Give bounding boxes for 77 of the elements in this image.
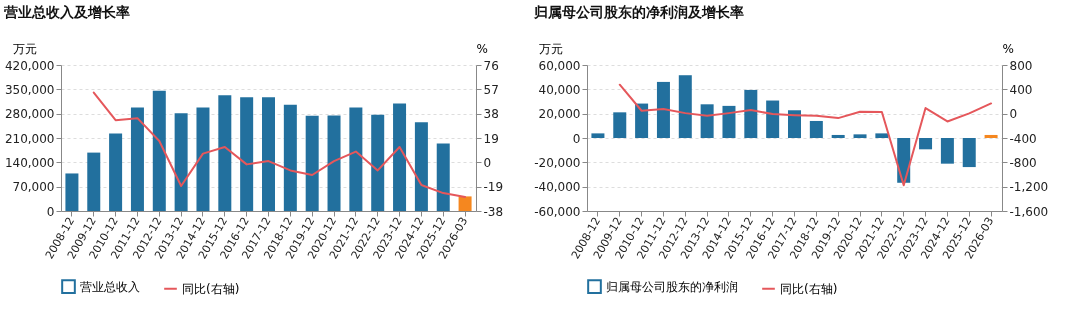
- y-tick-label: 20,000: [538, 107, 581, 122]
- bar: [788, 110, 801, 138]
- y-tick-label: 0: [46, 204, 55, 219]
- legend-label: 同比(右轴): [780, 281, 838, 296]
- bar: [656, 81, 670, 138]
- line-series: [618, 83, 993, 187]
- y-tick-label: 40,000: [538, 82, 581, 97]
- y-axis-title: 万元: [12, 41, 37, 56]
- bar: [831, 134, 845, 138]
- bar: [962, 138, 976, 168]
- y2-axis-title: %: [476, 41, 488, 56]
- y2-tick-label: 0: [1009, 107, 1018, 122]
- bar: [371, 114, 385, 211]
- chart-title: 归属母公司股东的净利润及增长率: [532, 4, 744, 20]
- bar: [613, 112, 627, 138]
- legend-label: 同比(右轴): [182, 281, 240, 296]
- y2-tick-label: 76: [483, 58, 499, 73]
- y-tick-label: 60,000: [538, 58, 581, 73]
- bar: [700, 104, 714, 138]
- y2-tick-label: -38: [483, 204, 504, 219]
- bar: [940, 138, 954, 164]
- bar: [853, 134, 867, 138]
- bar: [875, 133, 889, 138]
- y-tick-label: -20,000: [534, 155, 581, 170]
- chart-title: 营业总收入及增长率: [3, 4, 131, 20]
- y2-tick-label: 57: [483, 82, 499, 97]
- bar: [196, 107, 210, 211]
- y-tick-label: 350,000: [4, 82, 55, 97]
- bar: [327, 115, 341, 211]
- line-series: [92, 91, 467, 199]
- bar: [152, 90, 166, 211]
- bar: [919, 138, 933, 150]
- y-tick-label: -40,000: [534, 180, 581, 195]
- y2-tick-label: -19: [483, 180, 504, 195]
- bar: [635, 103, 649, 138]
- y2-tick-label: -800: [1009, 155, 1037, 170]
- bar: [240, 97, 254, 211]
- bar: [218, 95, 232, 211]
- y2-tick-label: -400: [1009, 131, 1037, 146]
- bar: [393, 103, 407, 211]
- y2-axis-title: %: [1002, 41, 1014, 56]
- y-tick-label: 420,000: [4, 58, 55, 73]
- bar: [414, 122, 428, 211]
- bar: [130, 107, 144, 211]
- bar: [458, 196, 472, 211]
- bar: [283, 104, 297, 211]
- bar: [305, 115, 319, 211]
- y2-tick-label: 400: [1009, 82, 1033, 97]
- y2-tick-label: 19: [483, 131, 499, 146]
- legend-label: 营业总收入: [80, 279, 140, 294]
- y-tick-label: 70,000: [12, 180, 55, 195]
- bar: [109, 133, 123, 211]
- bar: [65, 173, 79, 211]
- bar: [262, 97, 275, 211]
- y-tick-label: 280,000: [4, 107, 55, 122]
- bar: [984, 134, 998, 138]
- y-tick-label: 140,000: [4, 155, 55, 170]
- bar: [744, 89, 758, 138]
- bar: [436, 143, 450, 211]
- y2-tick-label: 38: [483, 107, 499, 122]
- y2-tick-label: -1,600: [1009, 204, 1049, 219]
- y2-tick-label: 0: [483, 155, 492, 170]
- bar: [349, 107, 363, 211]
- y-axis-title: 万元: [538, 41, 563, 56]
- bar: [174, 113, 188, 211]
- legend-label: 归属母公司股东的净利润: [606, 279, 738, 294]
- y-tick-label: 0: [572, 131, 581, 146]
- bar: [809, 120, 823, 138]
- y-tick-label: -60,000: [534, 204, 581, 219]
- y2-tick-label: -1,200: [1009, 180, 1049, 195]
- bar: [591, 133, 605, 138]
- y-tick-label: 210,000: [4, 131, 55, 146]
- bar: [87, 152, 101, 211]
- bar: [722, 105, 736, 138]
- bar: [678, 75, 692, 138]
- y2-tick-label: 800: [1009, 58, 1033, 73]
- bar: [766, 100, 780, 138]
